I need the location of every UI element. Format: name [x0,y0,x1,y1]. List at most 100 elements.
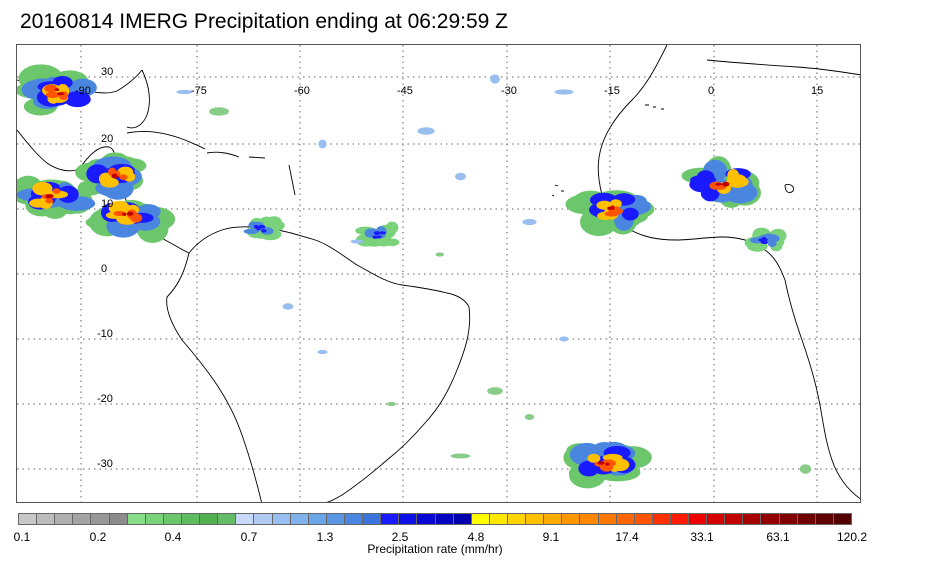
colorbar-cell [526,514,545,524]
colorbar-cell [779,514,798,524]
lat-label: 30 [101,66,113,78]
colorbar-cell [200,514,219,524]
colorbar-cell [562,514,581,524]
colorbar-cell [308,514,327,524]
lat-label: -10 [97,328,113,340]
precip-shower [490,74,500,84]
lat-label: 0 [101,263,107,275]
precipitation-map: -90 -75 -60 -45 -30 -15 0 15 30 20 10 0 -10 -20 -30 [16,44,861,503]
colorbar-cell [236,514,255,524]
precip-cell [565,190,655,237]
precipitation-field [17,64,812,489]
colorbar-tick-label: 17.4 [615,530,639,544]
colorbar-cell [163,514,182,524]
precip-shower [176,89,193,95]
colorbar-cell [580,514,599,524]
precip-cell [17,175,96,220]
colorbar-cell [670,514,690,524]
precip-shower [522,218,537,226]
lon-label: 15 [811,85,823,97]
lon-label: -45 [397,85,413,97]
latitude-labels: 30 20 10 0 -10 -20 -30 [97,66,113,470]
colorbar-cell [489,514,508,524]
colorbar-tick-label: 2.5 [391,530,409,544]
colorbar-cell [417,514,436,524]
colorbar-cell [689,514,708,524]
colorbar-cell [109,514,128,524]
colorbar-cell [815,514,834,524]
precip-shower [387,401,396,407]
colorbar-cell [218,514,237,524]
lat-label: 20 [101,133,113,145]
precip-cell [243,216,285,241]
colorbar-cell [507,514,527,524]
colorbar-tick-label: 33.1 [690,530,714,544]
precip-shower [524,413,535,421]
colorbar-tick-label: 4.8 [467,530,485,544]
colorbar-cell [363,514,382,524]
colorbar-cell [707,514,726,524]
colorbar-cell [833,514,852,524]
colorbar-cell [634,514,653,524]
colorbar-cell [326,514,345,524]
colorbar-cell [399,514,418,524]
colorbar-cell [19,514,38,524]
lon-label: -30 [501,85,517,97]
precip-shower [317,349,328,355]
graticule-grid [17,45,860,502]
colorbar [18,513,852,525]
colorbar-cell [290,514,309,524]
map-canvas: -90 -75 -60 -45 -30 -15 0 15 30 20 10 0 -10 -20 -30 [17,45,860,502]
colorbar-tick-label: 9.1 [542,530,560,544]
colorbar-cell [797,514,816,524]
lon-label: -15 [604,85,620,97]
colorbar-cell [127,514,146,524]
colorbar-cell [344,514,364,524]
precip-shower [209,107,229,116]
colorbar-title: Precipitation rate (mm/hr) [367,542,503,556]
precip-shower [454,172,467,181]
colorbar-tick-label: 0.2 [89,530,107,544]
colorbar-tick-label: 0.4 [164,530,182,544]
colorbar-cell [471,514,490,524]
colorbar-cell [145,514,164,524]
colorbar-cell [743,514,762,524]
precip-shower [559,336,569,342]
precip-shower [487,387,503,395]
colorbar-cell [91,514,110,524]
colorbar-cell [381,514,400,524]
colorbar-cell [598,514,617,524]
colorbar-cell [616,514,635,524]
precip-shower [318,139,327,149]
colorbar-cell [725,514,744,524]
precip-cell [75,152,147,200]
lon-label: -75 [191,85,207,97]
precip-cell [17,64,97,116]
precip-cell [85,200,176,243]
map-title: 20160814 IMERG Precipitation ending at 0… [20,10,508,33]
colorbar-tick-label: 120.2 [836,530,868,544]
precip-cell [681,156,761,208]
colorbar-cell [272,514,291,524]
precip-cell [355,221,400,247]
colorbar-cell [761,514,780,524]
precip-shower [350,239,364,244]
lat-label: 10 [101,198,113,210]
colorbar-cell [652,514,671,524]
longitude-labels: -90 -75 -60 -45 -30 -15 0 15 [75,85,823,97]
precip-cell [744,227,787,252]
colorbar-cell [435,514,454,524]
colorbar-tick-label: 0.1 [13,530,31,544]
colorbar-cell [544,514,563,524]
precip-shower [450,453,471,459]
precip-shower [799,464,812,474]
colorbar-tick-label: 0.7 [240,530,258,544]
precip-shower [417,127,435,135]
precip-shower [554,89,574,95]
colorbar-cell [453,514,472,524]
colorbar-cell [55,514,74,524]
colorbar-cell [37,514,56,524]
lon-label: -90 [75,85,91,97]
colorbar-tick-label: 63.1 [766,530,790,544]
colorbar-cell [254,514,273,524]
